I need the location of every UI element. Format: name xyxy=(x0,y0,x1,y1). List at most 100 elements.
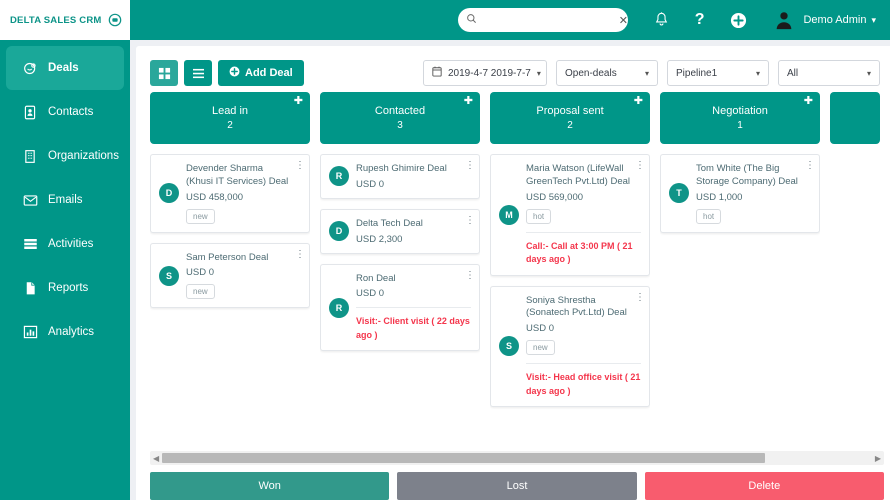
deal-avatar: S xyxy=(159,265,179,286)
deal-tag: new xyxy=(186,284,215,300)
deal-card[interactable]: S Sam Peterson Deal USD 0 new ⋮ xyxy=(150,242,310,309)
deal-card-menu-icon[interactable]: ⋮ xyxy=(465,269,475,281)
add-deal-to-stage-icon[interactable]: ✚ xyxy=(803,95,813,107)
pipeline-filter[interactable]: Pipeline1 ▾ xyxy=(667,60,769,86)
deal-card-menu-icon[interactable]: ⋮ xyxy=(465,214,475,226)
sidebar-item-organizations[interactable]: Organizations xyxy=(6,134,124,178)
deal-card-menu-icon[interactable]: ⋮ xyxy=(295,248,305,260)
clear-search-icon[interactable]: ✕ xyxy=(618,14,628,27)
bulk-actions: Won Lost Delete xyxy=(136,465,890,500)
scroll-right-arrow-icon[interactable]: ▶ xyxy=(874,453,881,463)
deal-avatar: T xyxy=(669,183,689,204)
deal-title: Ron Deal xyxy=(356,272,396,284)
deal-tag: hot xyxy=(526,208,552,224)
sidebar-item-emails[interactable]: Emails xyxy=(6,178,124,222)
content-area: Add Deal 2019-4-7 2019-7-7 ▾ Open-deals xyxy=(130,40,890,500)
deal-card[interactable]: M Maria Watson (LifeWall GreenTech Pvt.Lt… xyxy=(490,154,650,276)
deal-card-menu-icon[interactable]: ⋮ xyxy=(465,160,475,171)
chevron-down-icon: ▾ xyxy=(755,68,760,78)
pipeline-value: Pipeline1 xyxy=(676,67,718,79)
sidebar-item-contacts[interactable]: Contacts xyxy=(6,90,124,134)
deal-avatar: R xyxy=(329,297,349,318)
search-input[interactable] xyxy=(476,14,615,26)
date-range-filter[interactable]: 2019-4-7 2019-7-7 ▾ xyxy=(423,60,547,86)
search-icon xyxy=(466,11,477,29)
sidebar-item-activities[interactable]: Activities xyxy=(6,222,124,266)
add-deal-button[interactable]: Add Deal xyxy=(218,60,304,86)
chevron-down-icon: ▾ xyxy=(644,68,649,78)
add-circle-icon[interactable] xyxy=(730,12,747,29)
deal-status-value: Open-deals xyxy=(565,67,617,79)
deal-avatar: R xyxy=(329,166,349,187)
sidebar-item-label: Organizations xyxy=(48,150,119,162)
lost-button[interactable]: Lost xyxy=(397,472,637,500)
add-deal-to-stage-icon[interactable]: ✚ xyxy=(293,95,303,107)
horizontal-scrollbar[interactable]: ◀ ▶ xyxy=(150,451,884,465)
deal-amount: USD 2,300 xyxy=(356,233,403,245)
deal-title: Devender Sharma (Khusi IT Services) Deal xyxy=(186,163,289,187)
deal-card[interactable]: T Tom White (The Big Storage Company) Dea… xyxy=(660,154,820,233)
user-menu-chevron-down-icon[interactable]: ▾ xyxy=(871,14,876,25)
deal-title: Tom White (The Big Storage Company) Deal xyxy=(696,163,798,187)
user-name-label[interactable]: Demo Admin xyxy=(803,14,867,26)
column-header: ✚ Proposal sent 2 xyxy=(490,92,650,144)
app-logo-text: DELTA SALES CRM xyxy=(10,14,102,26)
deal-card-menu-icon[interactable]: ⋮ xyxy=(805,160,815,171)
sidebar-item-reports[interactable]: Reports xyxy=(6,266,124,310)
deal-tag: new xyxy=(526,340,555,356)
kanban-column: ✚ Contacted 3 R Rupesh Ghimire Deal USD 0 ⋮ D De… xyxy=(320,92,480,447)
scroll-left-arrow-icon[interactable]: ◀ xyxy=(153,453,160,463)
analytics-icon xyxy=(22,325,38,339)
organizations-icon xyxy=(22,149,38,164)
deal-card[interactable]: S Soniya Shrestha (Sonatech Pvt.Ltd) Deal… xyxy=(490,285,650,408)
column-title: Proposal sent xyxy=(536,105,604,117)
list-view-icon[interactable] xyxy=(184,60,212,86)
deal-card[interactable]: D Delta Tech Deal USD 2,300 ⋮ xyxy=(320,208,480,254)
deal-status-filter[interactable]: Open-deals ▾ xyxy=(556,60,658,86)
deals-toolbar: Add Deal 2019-4-7 2019-7-7 ▾ Open-deals xyxy=(136,54,890,92)
deal-title: Soniya Shrestha (Sonatech Pvt.Ltd) Deal xyxy=(526,294,627,319)
search-box[interactable]: ✕ xyxy=(457,8,628,32)
sidebar-item-deals[interactable]: Deals xyxy=(6,46,124,90)
plus-circle-icon xyxy=(229,66,240,80)
deals-icon xyxy=(22,61,38,76)
user-avatar-icon[interactable] xyxy=(773,9,795,31)
sidebar-toggle-icon[interactable] xyxy=(108,13,122,27)
column-count: 1 xyxy=(737,120,743,131)
sidebar-item-analytics[interactable]: Analytics xyxy=(6,310,124,354)
emails-icon xyxy=(22,194,38,207)
column-header: ✚ Negotiation 1 xyxy=(660,92,820,144)
deal-avatar: S xyxy=(499,336,519,357)
column-cards: R Rupesh Ghimire Deal USD 0 ⋮ D Delta Tech De… xyxy=(320,154,480,447)
sidebar: Deals Contacts Organizations Emails xyxy=(0,40,130,500)
scrollbar-thumb[interactable] xyxy=(162,453,766,463)
kanban-board: ✚ Lead in 2 D Devender Sharma (Khusi IT Serv… xyxy=(150,92,890,447)
scope-filter[interactable]: All ▾ xyxy=(778,60,880,86)
delete-button[interactable]: Delete xyxy=(644,472,884,500)
deal-card-menu-icon[interactable]: ⋮ xyxy=(295,160,305,171)
add-deal-to-stage-icon[interactable]: ✚ xyxy=(633,95,643,107)
add-deal-label: Add Deal xyxy=(245,67,293,79)
column-header: ✚ Contacted 3 xyxy=(320,92,480,144)
add-deal-to-stage-icon[interactable]: ✚ xyxy=(463,95,473,107)
column-cards: T Tom White (The Big Storage Company) Dea… xyxy=(660,154,820,447)
kanban-board-wrapper: ✚ Lead in 2 D Devender Sharma (Khusi IT Serv… xyxy=(136,92,890,447)
scope-value: All xyxy=(787,67,799,79)
deal-card[interactable]: D Devender Sharma (Khusi IT Services) Dea… xyxy=(150,154,310,233)
deal-card-menu-icon[interactable]: ⋮ xyxy=(635,160,645,171)
notification-bell-icon[interactable] xyxy=(654,12,669,28)
deal-amount: USD 569,000 xyxy=(526,191,584,203)
chevron-down-icon: ▾ xyxy=(536,68,541,78)
column-title: Lead in xyxy=(211,105,249,117)
grid-view-icon[interactable] xyxy=(150,60,178,86)
won-button[interactable]: Won xyxy=(150,472,390,500)
deal-card-body: Delta Tech Deal USD 2,300 xyxy=(356,218,471,245)
help-icon[interactable]: ? xyxy=(694,11,705,28)
deal-card[interactable]: R Rupesh Ghimire Deal USD 0 ⋮ xyxy=(320,154,480,199)
scrollbar-track[interactable] xyxy=(162,453,872,463)
deal-card[interactable]: R Ron Deal USD 0 Visit:- Client visit ( 22 … xyxy=(320,263,480,352)
deal-card-menu-icon[interactable]: ⋮ xyxy=(635,291,645,303)
activities-icon xyxy=(22,237,38,251)
deal-amount: USD 0 xyxy=(186,267,214,279)
